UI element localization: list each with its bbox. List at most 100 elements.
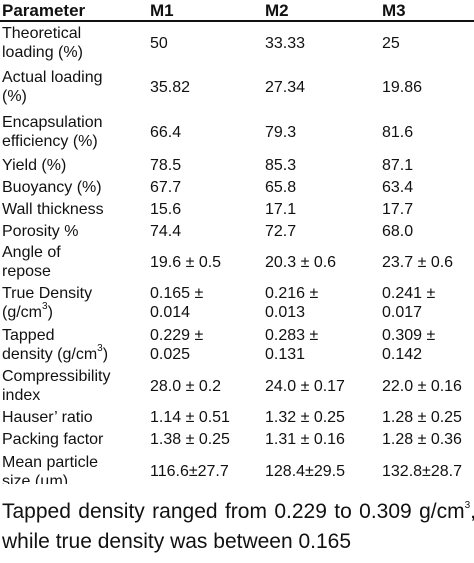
- value-text: 68.0: [382, 222, 414, 240]
- value-text: 79.3: [265, 123, 297, 141]
- cell-m1: 78.5: [144, 154, 259, 176]
- cell-parameter: Packing factor: [0, 428, 144, 450]
- table-row: Yield (%) 78.5 85.3 87.1: [0, 154, 474, 176]
- parameter-text: Mean particle: [2, 453, 99, 471]
- cell-m2: 65.8: [259, 176, 376, 198]
- parameter-text: Encapsulation: [2, 114, 103, 131]
- parameter-text: loading (%): [2, 44, 83, 61]
- cell-m3: 1.28 ± 0.36: [376, 428, 474, 450]
- cell-parameter: Hauser’ ratio: [0, 406, 144, 428]
- value-text: 17.7: [382, 200, 414, 218]
- value-text: 0.131: [265, 346, 306, 363]
- value-text: 25: [382, 34, 400, 52]
- cell-parameter: Encapsulation efficiency (%): [0, 110, 144, 154]
- parameter-text: Compressibility: [2, 368, 111, 385]
- cell-m3: 87.1: [376, 154, 474, 176]
- value-text: 128.4±29.5: [265, 463, 345, 480]
- header-m2: M2: [265, 0, 289, 20]
- unit-superscript: 3: [97, 342, 103, 354]
- value-text: 65.8: [265, 178, 297, 196]
- parameter-text: True Density: [2, 285, 93, 302]
- value-text: 0.142: [382, 346, 423, 363]
- cell-m1: 66.4: [144, 110, 259, 154]
- cell-m3: 63.4: [376, 176, 474, 198]
- cell-m1: 1.38 ± 0.25: [144, 428, 259, 450]
- cell-parameter: True Density (g/cm3): [0, 282, 144, 324]
- value-text: 132.8±28.7: [382, 463, 462, 480]
- table-row: Wall thickness 15.6 17.1 17.7: [0, 198, 474, 220]
- table-row: Angle of repose 19.6 ± 0.5 20.3 ± 0.6 23.7 ±…: [0, 242, 474, 282]
- value-text: 27.34: [265, 78, 306, 96]
- value-text: 1.32 ± 0.25: [265, 408, 345, 426]
- value-text: 0.229 ±: [150, 327, 204, 344]
- table-body: Theoretical loading (%) 50 33.33 25 Actual lo…: [0, 21, 474, 484]
- cell-m2: 128.4±29.5: [259, 450, 376, 484]
- parameter-text: (%): [2, 88, 27, 105]
- parameter-text: Packing factor: [2, 430, 104, 448]
- cell-parameter: Compressibility index: [0, 366, 144, 406]
- value-text: 19.6 ± 0.5: [150, 253, 222, 271]
- parameter-text: (g/cm3): [2, 300, 53, 321]
- value-text: 0.013: [265, 304, 306, 321]
- parameter-text: Theoretical: [2, 25, 82, 42]
- cell-m2: 1.31 ± 0.16: [259, 428, 376, 450]
- table-row: Porosity % 74.4 72.7 68.0: [0, 220, 474, 242]
- table-row: Buoyancy (%) 67.7 65.8 63.4: [0, 176, 474, 198]
- parameter-text: size (µm): [2, 472, 69, 485]
- value-text: 0.017: [382, 304, 423, 321]
- cell-m1: 50: [144, 21, 259, 64]
- value-text: 35.82: [150, 78, 191, 96]
- parameter-text: Porosity %: [2, 222, 79, 240]
- parameter-text: Yield (%): [2, 156, 67, 174]
- value-text: 50: [150, 34, 168, 52]
- value-text: 33.33: [265, 34, 306, 52]
- value-text: 67.7: [150, 178, 182, 196]
- table-row: Actual loading (%) 35.82 27.34 19.86: [0, 64, 474, 110]
- table-row: Theoretical loading (%) 50 33.33 25: [0, 21, 474, 64]
- cell-m1: 15.6: [144, 198, 259, 220]
- value-text: 0.025: [150, 346, 191, 363]
- cell-m3: 25: [376, 21, 474, 64]
- cell-m1: 0.165 ± 0.014: [144, 282, 259, 324]
- value-text: 0.216 ±: [265, 285, 319, 302]
- value-text: 1.28 ± 0.25: [382, 408, 462, 426]
- cell-m1: 35.82: [144, 64, 259, 110]
- cell-m2: 79.3: [259, 110, 376, 154]
- parameter-text: Tapped: [2, 327, 55, 344]
- cell-parameter: Wall thickness: [0, 198, 144, 220]
- cell-m2: 85.3: [259, 154, 376, 176]
- value-text: 87.1: [382, 156, 414, 174]
- value-text: 0.241 ±: [382, 285, 436, 302]
- value-text: 17.1: [265, 200, 297, 218]
- table-header-row: Parameter M1 M2 M3: [0, 0, 474, 21]
- cell-m3: 19.86: [376, 64, 474, 110]
- value-text: 85.3: [265, 156, 297, 174]
- parameter-text: index: [2, 387, 41, 404]
- data-table: Parameter M1 M2 M3 Theoretical loading (%…: [0, 0, 474, 484]
- cell-m2: 0.216 ± 0.013: [259, 282, 376, 324]
- value-text: 63.4: [382, 178, 414, 196]
- cell-parameter: Yield (%): [0, 154, 144, 176]
- parameter-text: density (g/cm3): [2, 342, 109, 363]
- data-table-container: Parameter M1 M2 M3 Theoretical loading (%…: [0, 0, 474, 484]
- cell-m2: 24.0 ± 0.17: [259, 366, 376, 406]
- cell-parameter: Mean particle size (µm): [0, 450, 144, 485]
- cell-m1: 116.6±27.7: [144, 450, 259, 484]
- value-text: 1.14 ± 0.51: [150, 408, 230, 426]
- cell-parameter: Angle of repose: [0, 242, 144, 282]
- cell-m2: 27.34: [259, 64, 376, 110]
- cell-m2: 17.1: [259, 198, 376, 220]
- table-row: Hauser’ ratio 1.14 ± 0.51 1.32 ± 0.25 1.28 …: [0, 406, 474, 428]
- parameter-text: efficiency (%): [2, 133, 98, 150]
- cell-m1: 0.229 ± 0.025: [144, 324, 259, 366]
- parameter-text: Angle of: [2, 244, 61, 261]
- cell-m3: 132.8±28.7: [376, 450, 474, 484]
- cell-parameter: Buoyancy (%): [0, 176, 144, 198]
- cell-m2: 0.283 ± 0.131: [259, 324, 376, 366]
- cell-parameter: Actual loading (%): [0, 64, 144, 110]
- value-text: 23.7 ± 0.6: [382, 253, 454, 271]
- value-text: 19.86: [382, 78, 423, 96]
- value-text: 78.5: [150, 156, 182, 174]
- caption-text: Tapped density ranged from 0.229 to 0.30…: [0, 497, 474, 563]
- parameter-text: Hauser’ ratio: [2, 408, 93, 426]
